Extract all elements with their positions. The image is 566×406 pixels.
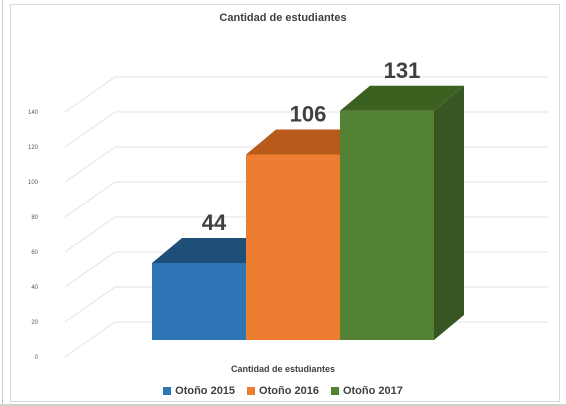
bar-1 xyxy=(246,154,340,340)
bar-2 xyxy=(340,110,434,340)
data-label-0: 44 xyxy=(202,210,227,235)
bar-top-2 xyxy=(340,85,464,111)
grid-side-2 xyxy=(64,251,116,288)
y-tick-label-4: 80 xyxy=(31,215,38,221)
bar-side-2 xyxy=(434,85,464,340)
legend-label-0: Otoño 2015 xyxy=(175,385,236,397)
legend-swatch-1 xyxy=(247,387,256,395)
bar-top-0 xyxy=(152,238,276,263)
legend-item-2: Otoño 2017 xyxy=(330,385,403,397)
y-tick-label-0: 0 xyxy=(35,355,39,361)
data-label-1: 106 xyxy=(290,102,327,127)
left-edge-divider xyxy=(2,0,3,406)
y-tick-label-5: 100 xyxy=(28,180,39,186)
bar-top-1 xyxy=(246,129,370,155)
y-tick-label-3: 60 xyxy=(31,250,38,256)
y-tick-label-6: 120 xyxy=(28,145,39,151)
x-axis-label: Cantidad de estudiantes xyxy=(230,364,336,374)
legend-swatch-0 xyxy=(163,387,172,395)
legend-item-1: Otoño 2016 xyxy=(247,385,319,397)
grid-side-7 xyxy=(64,76,116,113)
data-label-2: 131 xyxy=(384,58,421,83)
grid-side-6 xyxy=(64,111,116,148)
y-tick-label-7: 140 xyxy=(28,110,39,116)
y-tick-label-2: 40 xyxy=(31,285,38,291)
grid-side-0 xyxy=(64,321,116,358)
legend-label-1: Otoño 2016 xyxy=(259,385,319,397)
bar-0 xyxy=(152,263,246,340)
legend-item-0: Otoño 2015 xyxy=(163,385,235,397)
legend-swatch-2 xyxy=(330,387,339,395)
y-tick-label-1: 20 xyxy=(31,320,38,326)
bottom-edge-divider xyxy=(0,404,566,406)
grid-side-4 xyxy=(64,181,116,218)
grid-side-1 xyxy=(64,286,116,323)
chart-title: Cantidad de estudiantes xyxy=(219,12,347,24)
chart-legend: Otoño 2015 Otoño 2016 Otoño 2017 xyxy=(0,385,566,397)
grid-side-3 xyxy=(64,216,116,253)
legend-label-2: Otoño 2017 xyxy=(342,385,403,397)
grid-side-5 xyxy=(64,146,116,183)
